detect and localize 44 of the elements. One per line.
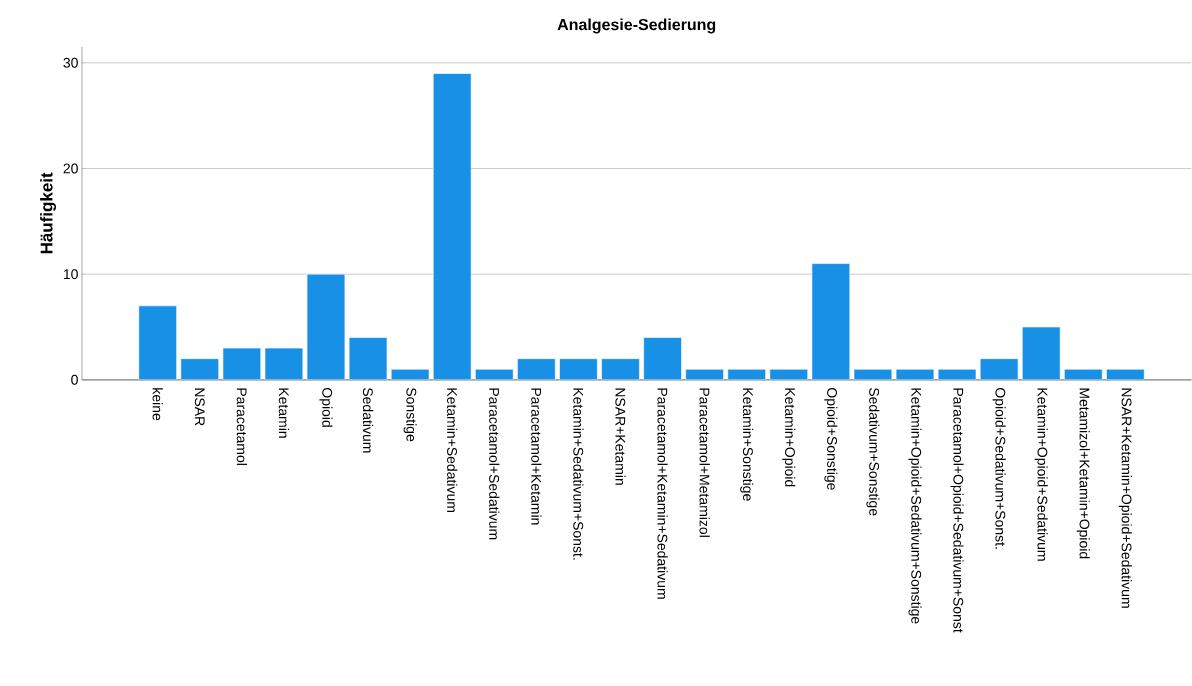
x-tick-label: Paracetamol+Opioid+Sedativum+Sonst <box>950 388 964 633</box>
x-tick-label: NSAR+Ketamin+Opioid+Sedativum <box>1118 388 1132 608</box>
bar <box>348 337 388 380</box>
bar <box>1021 326 1061 380</box>
x-tick-label: Paracetamol <box>236 388 247 466</box>
y-tick-label: 30 <box>63 58 78 68</box>
x-tick-label: Ketamin+Opioid+Sedativum+Sonstige <box>908 388 922 624</box>
x-tick-label: NSAR <box>194 388 205 426</box>
bar <box>601 358 640 380</box>
y-tick-label: 0 <box>71 375 78 385</box>
bar <box>559 358 598 380</box>
bar <box>180 358 219 380</box>
x-tick-label: Paracetamol+Sedativum <box>489 388 500 540</box>
x-tick-label: Ketamin+Opioid+Sedativum <box>1034 388 1048 561</box>
bar <box>643 337 682 380</box>
x-tick-label: NSAR+Ketamin <box>615 388 626 485</box>
x-tick-label: Ketamin <box>278 388 290 438</box>
x-tick-label: Opioid <box>319 388 333 428</box>
x-tick-label: Ketamin+Sedativum <box>447 388 458 513</box>
x-tick-label: Ketamin+Sonstige <box>740 388 754 501</box>
x-tick-label: Paracetamol+Ketamin <box>531 388 542 525</box>
x-tick-label: Paracetamol+Ketamin+Sedativum <box>657 388 668 599</box>
x-tick-label: Sedativum+Sonstige <box>866 388 880 516</box>
bar <box>222 347 262 380</box>
x-tick-label: keine <box>152 388 163 421</box>
bar <box>264 347 304 380</box>
x-tick-label: Metamizol+Ketamin+Opioid <box>1076 388 1090 559</box>
y-axis-title: Häufigkeit <box>40 172 57 254</box>
chart-title: Analgesie-Sedierung <box>557 18 716 34</box>
bar <box>138 305 177 380</box>
y-tick-label: 20 <box>63 163 78 174</box>
x-tick-label: Ketamin+Sedativum+Sonst. <box>573 388 584 560</box>
x-tick-label: Sonstige <box>403 388 417 442</box>
bar <box>811 263 851 380</box>
bar <box>306 274 346 380</box>
x-tick-label: Opioid+Sonstige <box>824 388 838 490</box>
x-tick-label: Sedativum <box>362 388 374 453</box>
x-tick-label: Paracetamol+Metamizol <box>699 388 710 538</box>
bar <box>432 73 472 380</box>
bar <box>979 358 1019 380</box>
x-tick-label: Ketamin+Opioid <box>782 388 796 487</box>
y-tick-label: 10 <box>63 269 78 280</box>
bar <box>517 358 556 380</box>
x-tick-label: Opioid+Sedativum+Sonst. <box>992 388 1006 549</box>
